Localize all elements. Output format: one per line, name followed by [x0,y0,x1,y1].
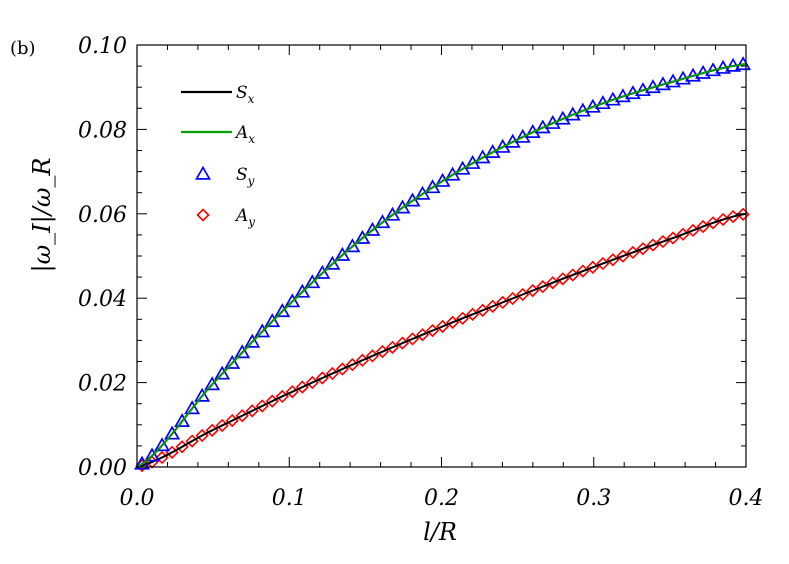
triangle-marker [214,365,231,380]
triangle-marker [154,437,171,452]
y-tick-label: 0.10 [78,34,127,59]
triangle-marker [174,413,191,428]
triangle-marker [344,238,361,253]
triangle-marker [194,387,211,402]
triangle-marker [264,313,281,328]
x-tick-label: 0.1 [272,486,307,511]
triangle-marker [354,229,371,244]
lower-curve-line [136,212,747,468]
triangle-marker [364,221,381,236]
y-tick-label: 0.04 [78,287,127,312]
legend-swatch-triangle [195,165,211,180]
panel-label: (b) [10,38,36,59]
y-axis-title: |ω_I|/ω_R [28,158,57,273]
axes: 0.0 0.1 0.2 0.3 0.4 0.00 0.02 0.04 0.06 0.08 0.10 [78,34,763,511]
triangle-marker [134,455,150,470]
triangle-marker [234,344,251,359]
y-axis-title-group: |ω_I|/ω_R [28,158,57,273]
triangle-marker [184,400,201,415]
triangle-marker [244,333,261,348]
triangle-marker [334,246,351,261]
triangle-marker [204,376,221,391]
triangle-marker [254,323,271,338]
triangle-marker [394,199,411,214]
triangle-marker [144,447,161,462]
legend-label: Ay [234,206,255,229]
x-tick-label: 0.2 [424,486,459,511]
triangle-marker [294,283,311,298]
plot-marks [134,56,752,473]
legend-label: Sx [236,83,255,106]
x-tick-label: 0.0 [120,486,155,511]
triangle-marker [164,425,181,440]
triangle-marker [314,264,331,279]
y-tick-label: 0.08 [78,118,127,143]
triangle-marker [304,274,321,289]
y-tick-label: 0.06 [78,203,127,228]
diamond-marker [736,207,750,221]
legend-label: Sy [236,165,255,188]
triangle-marker [284,293,301,308]
ax-line [136,63,747,468]
y-tick-label: 0.02 [78,372,127,397]
triangle-marker [274,303,291,318]
triangle-marker [414,185,431,200]
triangle-marker [384,206,401,221]
sx-line [136,63,747,468]
legend-swatch-diamond [196,208,210,222]
legend-label: Ax [234,123,255,146]
legend: Sx Ax Sy Ay [181,83,255,229]
plot-frame [136,44,747,468]
x-tick-label: 0.4 [729,486,764,511]
x-axis-title: l/R [423,518,457,546]
triangle-marker [324,255,341,270]
x-tick-label: 0.3 [576,486,611,511]
triangle-marker [374,214,391,229]
triangle-marker [224,354,241,369]
y-tick-label: 0.00 [78,456,127,481]
triangle-marker [404,192,421,207]
